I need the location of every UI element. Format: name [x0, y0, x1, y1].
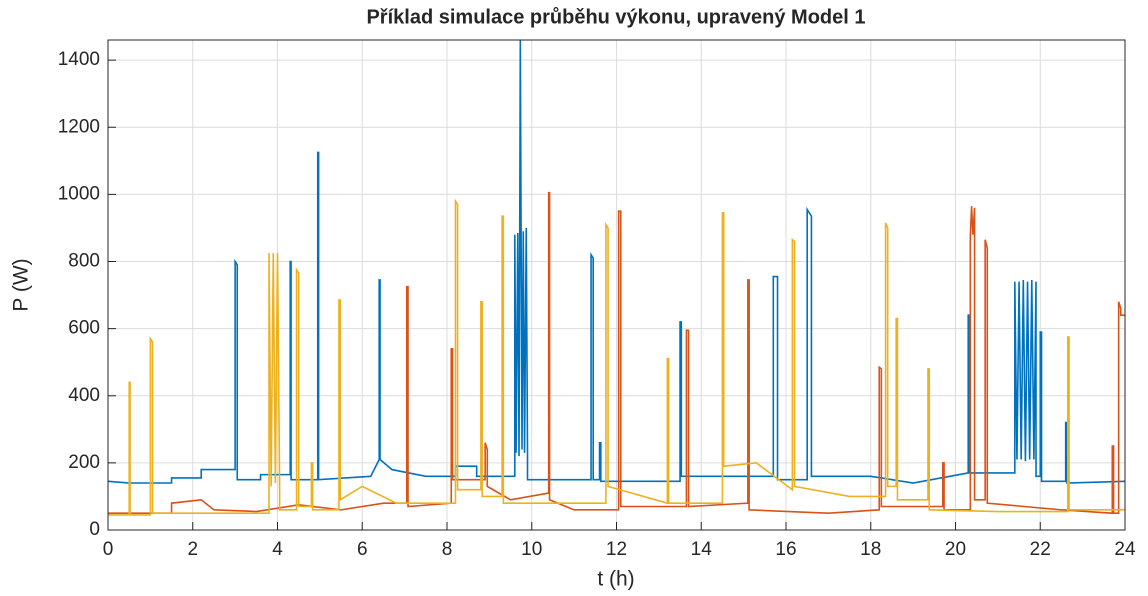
x-tick-label: 18: [860, 539, 881, 560]
y-tick-label: 1400: [58, 49, 100, 70]
series-line: [108, 198, 1125, 516]
x-tick-label: 0: [103, 539, 114, 560]
x-tick-label: 4: [272, 539, 283, 560]
y-tick-label: 600: [68, 318, 100, 339]
x-tick-label: 22: [1030, 539, 1051, 560]
y-tick-label: 200: [68, 452, 100, 473]
x-tick-label: 20: [945, 539, 966, 560]
y-axis-label: P (W): [10, 258, 33, 311]
y-tick-label: 400: [68, 385, 100, 406]
x-axis-label: t (h): [597, 568, 634, 591]
x-tick-label: 16: [775, 539, 796, 560]
x-tick-label: 24: [1114, 539, 1136, 560]
series-line: [108, 40, 1125, 484]
y-tick-label: 1000: [58, 183, 100, 204]
y-tick-label: 800: [68, 251, 100, 272]
chart-title: Příklad simulace průběhu výkonu, upraven…: [366, 6, 865, 28]
series-line: [108, 191, 1125, 515]
y-tick-label: 1200: [58, 116, 100, 137]
x-tick-label: 2: [187, 539, 198, 560]
y-tick-label: 0: [89, 519, 100, 540]
x-tick-label: 8: [442, 539, 453, 560]
x-tick-label: 6: [357, 539, 368, 560]
axes-box: [107, 39, 1126, 531]
x-tick-label: 12: [606, 539, 627, 560]
x-tick-label: 14: [691, 539, 713, 560]
x-tick-label: 10: [521, 539, 542, 560]
